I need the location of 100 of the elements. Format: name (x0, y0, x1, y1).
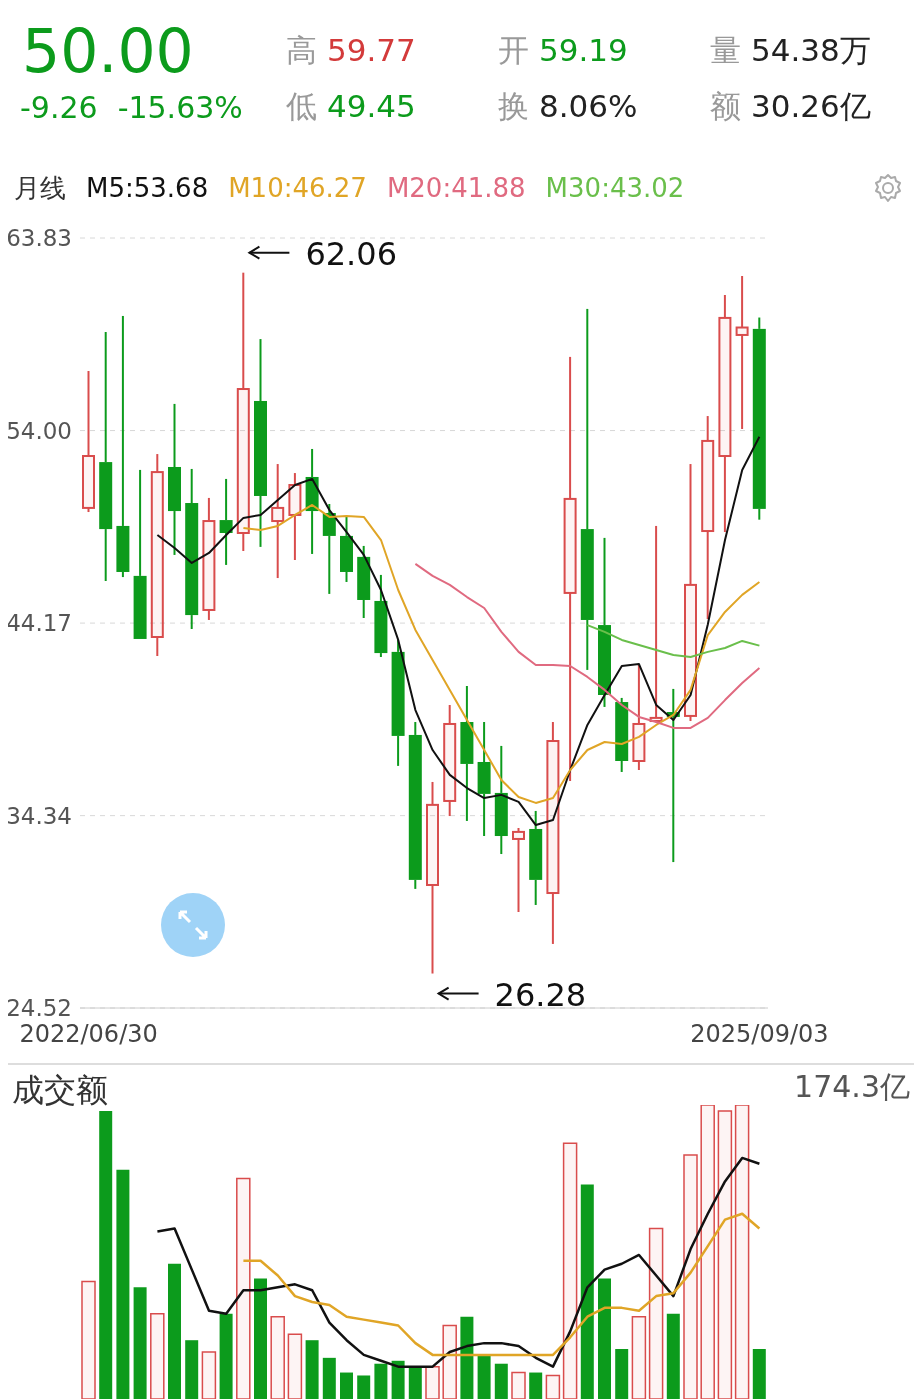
bar (116, 1169, 130, 1399)
bar (150, 1312, 165, 1399)
candlestick (735, 275, 749, 430)
candlestick (529, 809, 543, 906)
bar (99, 1110, 113, 1399)
text: 174.3亿 (794, 1067, 910, 1108)
bar (201, 1351, 217, 1399)
text: 59.19 (539, 32, 628, 68)
bar (305, 1340, 319, 1399)
candlestick (426, 780, 439, 975)
candlestick (99, 331, 113, 582)
x-tick-label: 2025/09/03 (690, 1020, 829, 1048)
text: 低 (286, 88, 317, 124)
candlestick (718, 294, 732, 534)
bar (529, 1372, 543, 1399)
bar (734, 1105, 750, 1399)
y-tick-label: 34.34 (6, 802, 72, 829)
candlestick (701, 415, 715, 620)
text: M30:43.02 (545, 173, 685, 203)
bar (374, 1363, 388, 1399)
text: 换 (498, 88, 529, 124)
bar (81, 1280, 96, 1399)
text: -9.26 (20, 90, 98, 125)
bar (752, 1349, 766, 1399)
y-tick-label: 54.00 (6, 417, 72, 444)
bar (580, 1184, 594, 1399)
candlestick (185, 467, 199, 630)
bar (219, 1313, 233, 1399)
candlestick (580, 307, 594, 671)
candlestick (288, 472, 302, 562)
candlestick (116, 314, 130, 579)
candlestick (546, 721, 560, 945)
candlestick (82, 370, 95, 514)
candlestick (202, 496, 216, 621)
chart-title: 成交额 (12, 1070, 108, 1111)
annotation: 26.28 (494, 975, 587, 1014)
bar (391, 1360, 405, 1399)
candlestick (477, 721, 491, 838)
candlestick (219, 477, 233, 566)
bar (322, 1357, 336, 1399)
text: 开 (498, 32, 529, 68)
bar (185, 1340, 199, 1399)
bar (615, 1349, 629, 1399)
candlestick (408, 721, 422, 890)
bar (494, 1363, 508, 1399)
text: 59.77 (327, 32, 416, 68)
bar (631, 1315, 647, 1399)
candlestick (254, 338, 267, 548)
bar (168, 1263, 181, 1399)
candlestick (512, 826, 525, 914)
candlestick (460, 684, 474, 822)
text: 量 (710, 32, 741, 68)
text: 49.45 (327, 88, 416, 124)
bar (598, 1278, 611, 1399)
bar (511, 1371, 526, 1399)
bar (236, 1177, 251, 1399)
bar (562, 1142, 578, 1399)
bar (648, 1227, 664, 1399)
candlestick (632, 663, 646, 772)
candlestick (752, 316, 766, 521)
bar (700, 1105, 715, 1399)
bar (254, 1278, 267, 1399)
bar (442, 1324, 457, 1399)
bar (408, 1366, 422, 1399)
bar (357, 1375, 371, 1399)
candlestick (150, 453, 164, 658)
bar (287, 1333, 303, 1399)
y-tick-label: 63.83 (6, 225, 72, 252)
text: -15.63% (117, 90, 243, 125)
text: 50.00 (22, 16, 194, 86)
annotation: 62.06 (305, 234, 398, 273)
candlestick (340, 515, 353, 583)
line-series (414, 562, 761, 729)
text: M5:53.68 (86, 173, 209, 203)
bar (460, 1316, 474, 1399)
line-series (156, 435, 761, 827)
text: 高 (286, 32, 317, 68)
legend-title: 月线 (14, 171, 66, 205)
text: 30.26亿 (751, 88, 871, 124)
bar (133, 1287, 147, 1399)
candlestick (443, 703, 457, 818)
candlestick (615, 696, 629, 773)
text: 额 (710, 88, 741, 124)
candlestick (684, 463, 697, 723)
bar (683, 1154, 698, 1399)
bar (340, 1372, 353, 1399)
x-tick-label: 2022/06/30 (19, 1020, 158, 1048)
text: M20:41.88 (386, 173, 526, 203)
bar (477, 1354, 491, 1399)
y-tick-label: 44.17 (6, 610, 72, 637)
candlestick (563, 355, 577, 782)
bar (717, 1110, 733, 1399)
text: 54.38万 (751, 32, 871, 68)
bar (270, 1315, 285, 1399)
bar (545, 1374, 561, 1399)
bar (666, 1313, 680, 1399)
line-series (586, 624, 761, 658)
candlestick (236, 271, 250, 553)
y-tick-label: 24.52 (6, 995, 72, 1022)
candlestick (374, 573, 388, 658)
